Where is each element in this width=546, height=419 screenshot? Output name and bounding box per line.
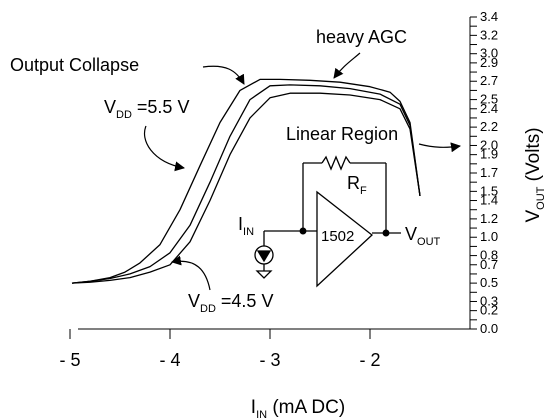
x-axis: - 5 - 4 - 3 - 2 [59,328,470,370]
rf-resistor [321,155,351,171]
y-tick-label: 2.5 [480,92,498,107]
arrow-output-collapse [202,65,245,85]
y-tick-label: 0.2 [480,303,498,318]
y-tick-label: 1.5 [480,183,498,198]
series-line-2 [71,84,421,284]
opamp-triangle [316,190,374,288]
annotation-output-collapse: Output Collapse [10,55,139,75]
y-tick-label: 1.9 [480,147,498,162]
x-axis-label: IIN (mA DC) [251,397,345,419]
current-source-arrow [256,250,272,263]
x-tick-label: - 5 [59,350,80,370]
circuit-labels: 1502 RF IIN VOUT [238,173,441,248]
y-tick-label: 3.2 [480,27,498,42]
y-tick-label: 2.0 [480,137,498,152]
y-tick-label: 0.7 [480,257,498,272]
series-line-1 [71,78,421,284]
x-tick-label: - 4 [159,350,180,370]
y-tick-label: 1.0 [480,229,498,244]
rf-label: RF [347,173,367,197]
x-tick-label: - 3 [259,350,280,370]
iin-label: IIN [238,214,254,238]
y-tick-label: 2.2 [480,119,498,134]
y-tick-label: 0.0 [480,321,498,336]
x-tick-label: - 2 [359,350,380,370]
y-tick-label: 2.4 [480,101,498,116]
circuit-inset [254,155,401,288]
arrow-linear-region [418,142,461,153]
arrow-vdd-low [171,255,211,291]
y-tick-label: 1.2 [480,211,498,226]
y-tick-label: 0.3 [480,293,498,308]
y-axis: 0.0 0.20.3 0.5 0.70.8 1.0 1.2 1.41.5 1.7 1.92.0 2… [469,9,498,336]
node-in [299,227,307,235]
vout-label: VOUT [405,224,441,248]
annotation-vdd-low: VDD =4.5 V [188,291,273,315]
arrow-vdd-high [144,125,185,172]
ground-symbol [255,270,273,279]
annotation-vdd-high: VDD =5.5 V [104,97,189,121]
annotations: Output Collapse heavy AGC Linear Region … [10,27,461,315]
arrow-heavy-agc [333,52,361,79]
y-tick-label: 2.7 [480,73,498,88]
y-tick-label: 3.0 [480,46,498,61]
y-tick-label: 1.4 [480,193,498,208]
y-axis-label: VOUT (Volts) [523,127,546,222]
node-out [382,229,390,237]
opamp-label: 1502 [321,228,354,245]
y-tick-label: 0.8 [480,248,498,263]
y-tick-label: 2.9 [480,55,498,70]
y-tick-label: 1.7 [480,165,498,180]
annotation-heavy-agc: heavy AGC [316,27,407,47]
y-tick-label: 3.4 [480,9,498,24]
y-tick-label: 0.5 [480,275,498,290]
series-layer [71,78,421,284]
series-line-3 [71,92,421,284]
annotation-linear-region: Linear Region [286,124,398,144]
